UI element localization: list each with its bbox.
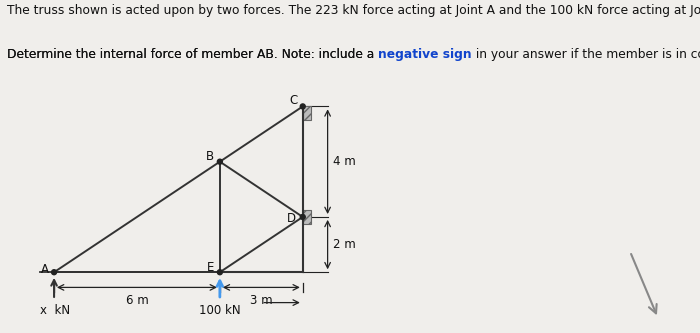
FancyArrowPatch shape xyxy=(631,254,657,313)
Text: x  kN: x kN xyxy=(40,304,71,317)
Text: C: C xyxy=(289,94,298,107)
Text: D: D xyxy=(286,212,295,225)
Text: The truss shown is acted upon by two forces. The 223 kN force acting at Joint A : The truss shown is acted upon by two for… xyxy=(7,4,700,17)
Circle shape xyxy=(52,270,57,275)
Text: Determine the internal force of member AB. Note: include a: Determine the internal force of member A… xyxy=(7,48,378,61)
Circle shape xyxy=(300,104,305,109)
Text: 4 m: 4 m xyxy=(333,155,356,168)
Text: 100 kN: 100 kN xyxy=(199,304,241,317)
Text: negative sign: negative sign xyxy=(378,48,472,61)
Circle shape xyxy=(218,270,223,275)
Text: 3 m: 3 m xyxy=(250,294,272,307)
Text: A: A xyxy=(41,263,49,276)
Bar xyxy=(303,107,311,120)
Circle shape xyxy=(218,159,223,164)
Text: B: B xyxy=(206,150,214,163)
Bar xyxy=(303,210,311,224)
Circle shape xyxy=(300,214,305,219)
Text: E: E xyxy=(206,261,214,274)
Text: in your answer if the member is in compression.: in your answer if the member is in compr… xyxy=(472,48,700,61)
Text: 2 m: 2 m xyxy=(333,238,356,251)
Text: Determine the internal force of member AB. Note: include a: Determine the internal force of member A… xyxy=(7,48,378,61)
Text: 6 m: 6 m xyxy=(125,294,148,307)
